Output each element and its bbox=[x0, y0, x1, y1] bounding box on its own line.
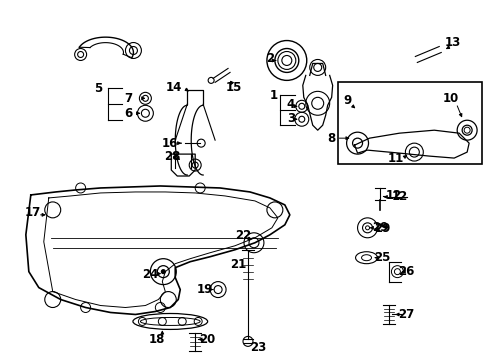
Text: 19: 19 bbox=[197, 283, 213, 296]
Text: 25: 25 bbox=[373, 251, 390, 264]
Text: 20: 20 bbox=[199, 333, 215, 346]
Text: 10: 10 bbox=[442, 92, 458, 105]
Text: 15: 15 bbox=[225, 81, 242, 94]
Text: 6: 6 bbox=[124, 107, 132, 120]
Text: 13: 13 bbox=[444, 36, 460, 49]
Text: 14: 14 bbox=[166, 81, 182, 94]
Circle shape bbox=[161, 270, 165, 274]
Text: 27: 27 bbox=[397, 308, 414, 321]
Text: 24: 24 bbox=[142, 268, 158, 281]
Text: 11: 11 bbox=[386, 152, 403, 165]
Text: 5: 5 bbox=[94, 82, 102, 95]
Text: 22: 22 bbox=[234, 229, 251, 242]
Text: 3: 3 bbox=[286, 112, 294, 125]
Text: 18: 18 bbox=[149, 333, 165, 346]
Text: 7: 7 bbox=[124, 92, 132, 105]
Text: 1: 1 bbox=[269, 89, 277, 102]
Text: 16: 16 bbox=[162, 137, 178, 150]
Text: 8: 8 bbox=[327, 132, 335, 145]
Text: 12: 12 bbox=[385, 189, 401, 202]
Text: 29: 29 bbox=[371, 221, 388, 234]
Text: 4: 4 bbox=[286, 98, 294, 111]
Text: 21: 21 bbox=[229, 258, 245, 271]
Text: 12: 12 bbox=[390, 190, 407, 203]
Text: 28: 28 bbox=[164, 150, 180, 163]
Text: 29: 29 bbox=[373, 222, 390, 235]
Text: 9: 9 bbox=[343, 94, 351, 107]
Bar bbox=[337, 82, 481, 164]
Text: 2: 2 bbox=[265, 52, 273, 65]
Text: 26: 26 bbox=[397, 265, 414, 278]
Text: 23: 23 bbox=[249, 341, 265, 354]
Text: 17: 17 bbox=[25, 206, 41, 219]
